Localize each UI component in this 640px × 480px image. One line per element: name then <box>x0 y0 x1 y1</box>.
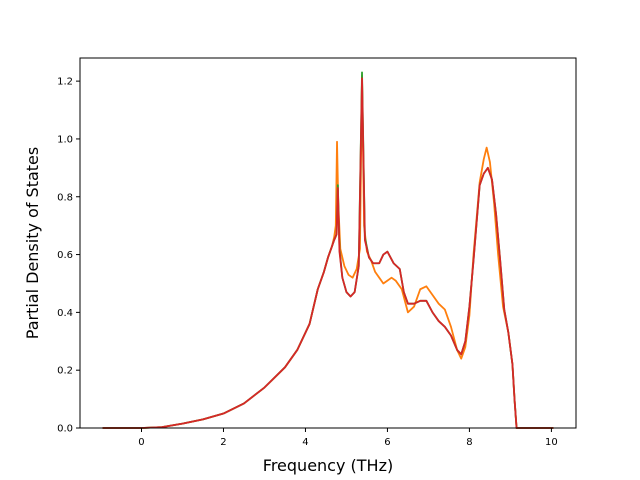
y-tick-label: 1.0 <box>57 134 73 145</box>
x-tick-label: 10 <box>545 437 558 448</box>
plot-lines <box>102 71 554 429</box>
axes-frame <box>79 57 577 429</box>
y-tick-label: 0.2 <box>57 366 73 377</box>
y-tick-label: 0.8 <box>57 192 73 203</box>
x-tick-label: 6 <box>384 437 390 448</box>
x-tick-label: 2 <box>220 437 226 448</box>
y-axis-ticks: 0.0 0.2 0.4 0.6 0.8 1.0 1.2 <box>57 77 80 435</box>
y-tick-label: 0.6 <box>57 250 73 261</box>
x-axis-ticks: 0 2 4 6 8 10 <box>138 428 558 448</box>
x-axis-label: Frequency (THz) <box>263 456 393 475</box>
x-tick-label: 4 <box>302 437 308 448</box>
y-axis-label: Partial Density of States <box>23 147 42 339</box>
y-tick-label: 0.4 <box>57 308 73 319</box>
y-tick-label: 1.2 <box>57 77 73 88</box>
series-line-3 <box>102 77 554 429</box>
x-tick-label: 0 <box>138 437 144 448</box>
y-tick-label: 0.0 <box>57 424 73 435</box>
x-tick-label: 8 <box>466 437 472 448</box>
